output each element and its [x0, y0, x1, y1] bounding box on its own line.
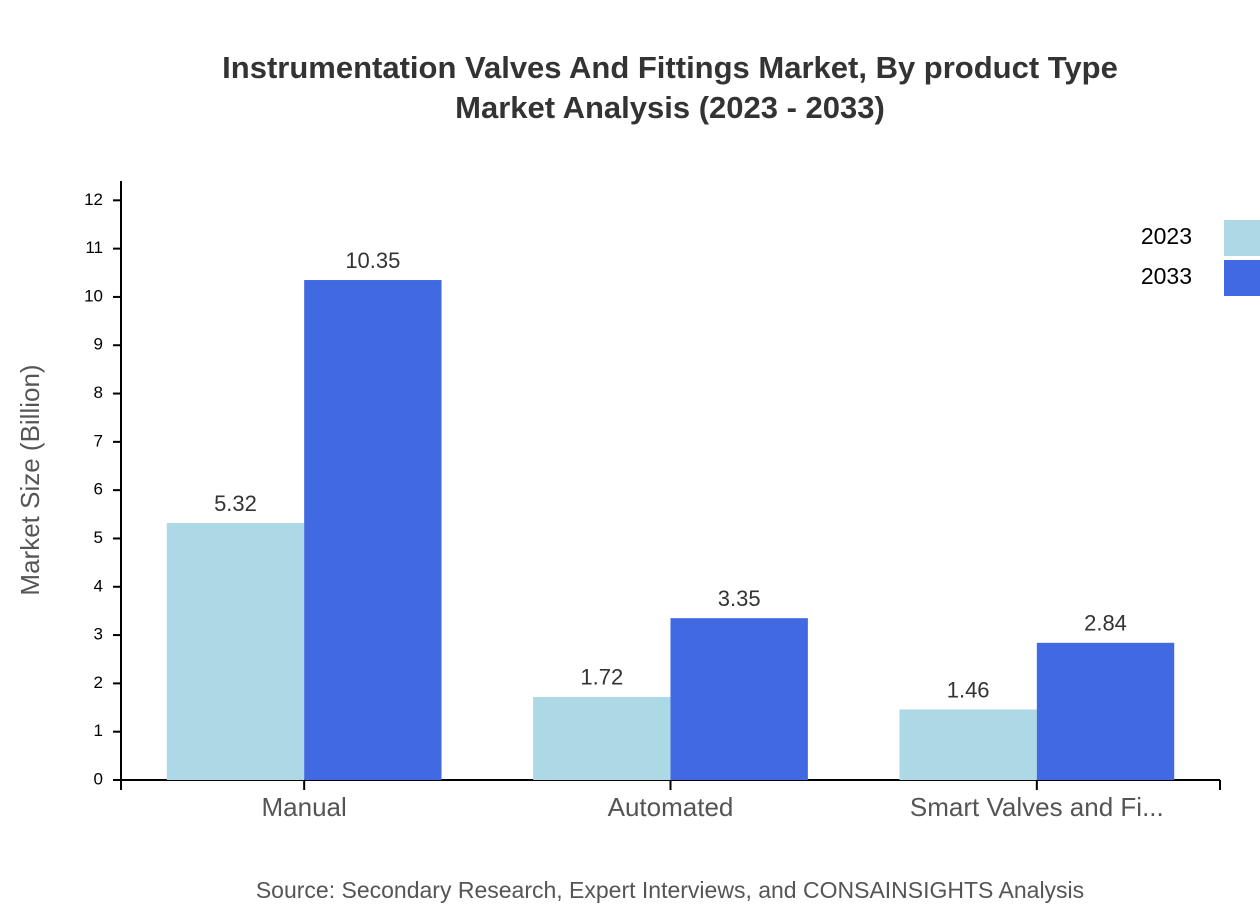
bar: [304, 280, 442, 780]
source-note: Source: Secondary Research, Expert Inter…: [256, 877, 1084, 903]
y-tick-label: 12: [84, 190, 103, 209]
y-tick-label: 10: [84, 286, 103, 305]
legend-swatch: [1224, 260, 1260, 296]
y-tick-label: 9: [94, 335, 103, 354]
chart-title: Market Analysis (2023 - 2033): [455, 90, 885, 125]
legend-swatch: [1224, 220, 1260, 256]
bar: [670, 618, 808, 780]
y-tick-label: 3: [94, 625, 103, 644]
value-label: 1.72: [580, 665, 623, 690]
y-tick-label: 7: [94, 431, 103, 450]
x-tick-label: Automated: [608, 792, 734, 822]
value-label: 2.84: [1084, 611, 1127, 636]
y-tick-label: 4: [94, 576, 103, 595]
bar: [1036, 642, 1175, 780]
x-tick-label: Manual: [262, 792, 347, 822]
y-tick-label: 2: [94, 673, 103, 692]
legend-label: 2033: [1141, 263, 1192, 289]
value-label: 1.46: [947, 677, 990, 702]
value-label: 5.32: [214, 491, 257, 516]
y-axis-label: Market Size (Billion): [15, 364, 45, 595]
bar: [533, 696, 671, 780]
y-tick-label: 6: [94, 480, 103, 499]
y-tick-label: 0: [94, 769, 103, 788]
y-tick-label: 8: [94, 383, 103, 402]
bar: [899, 709, 1037, 780]
x-tick-label: Smart Valves and Fi...: [910, 792, 1164, 822]
chart-title: Instrumentation Valves And Fittings Mark…: [222, 50, 1118, 85]
legend-label: 2023: [1141, 223, 1192, 249]
y-tick-label: 1: [94, 721, 103, 740]
y-tick-label: 5: [94, 528, 103, 547]
value-label: 3.35: [718, 586, 761, 611]
y-tick-label: 11: [85, 238, 103, 257]
bar: [166, 523, 305, 780]
value-label: 10.35: [345, 248, 400, 273]
